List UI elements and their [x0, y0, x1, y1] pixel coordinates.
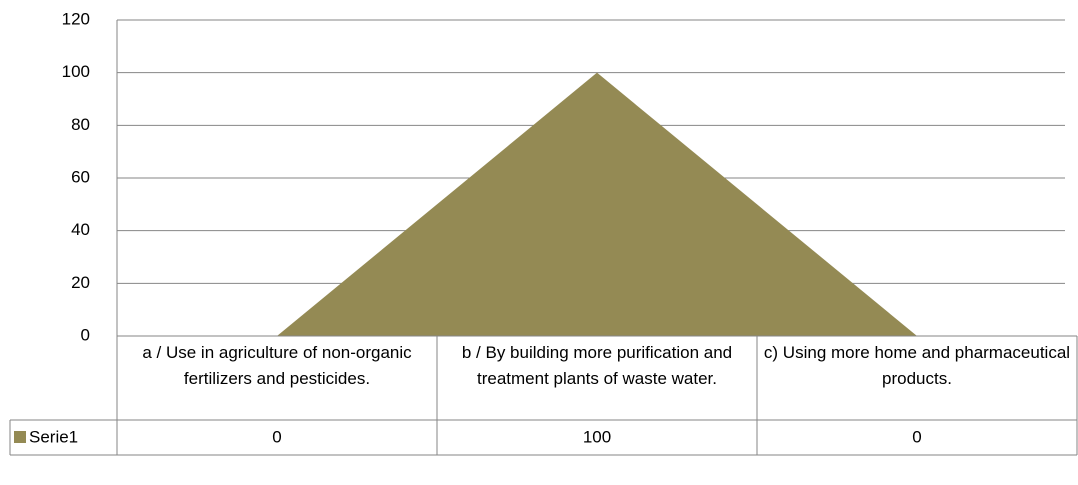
category-cell: b / By building more purification and tr…: [461, 343, 733, 388]
x-tick-label: a / Use in agriculture of non-organic fe…: [142, 343, 412, 388]
category-cell: c) Using more home and pharmaceutical pr…: [763, 343, 1071, 388]
y-tick-label: 20: [71, 273, 90, 292]
y-tick-label: 0: [81, 325, 90, 344]
table-value: 0: [912, 427, 921, 446]
table-value: 0: [272, 427, 281, 446]
y-tick-label: 60: [71, 167, 90, 186]
y-tick-label: 120: [62, 9, 90, 28]
y-tick-label: 40: [71, 220, 90, 239]
y-tick-label: 100: [62, 62, 90, 81]
y-tick-label: 80: [71, 115, 90, 134]
category-cell: a / Use in agriculture of non-organic fe…: [142, 343, 412, 388]
table-value: 100: [583, 427, 611, 446]
legend-label: Serie1: [29, 427, 78, 446]
x-tick-label: c) Using more home and pharmaceutical pr…: [763, 343, 1071, 388]
x-tick-label: b / By building more purification and tr…: [461, 343, 733, 388]
area: [277, 72, 917, 337]
legend-swatch: [14, 431, 26, 443]
